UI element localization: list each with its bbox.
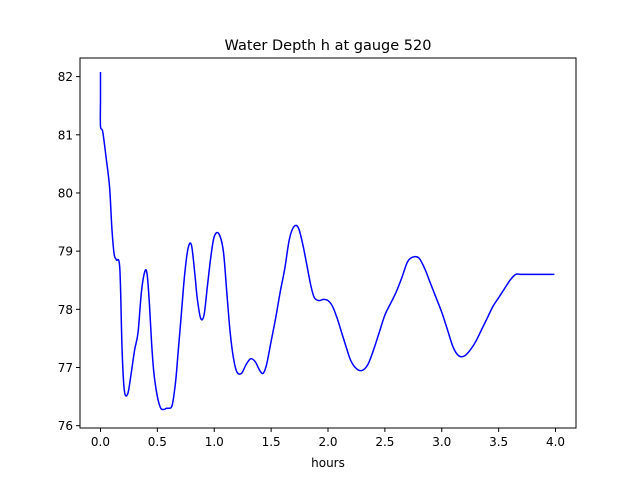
- x-tick-label: 2.0: [318, 435, 337, 449]
- x-tick-label: 1.5: [262, 435, 281, 449]
- y-tick-label: 82: [58, 70, 73, 84]
- x-tick-label: 3.0: [432, 435, 451, 449]
- series-line: [99, 71, 555, 411]
- y-axis: 76 77 78 79 80 81 82: [58, 70, 80, 433]
- y-tick-label: 81: [58, 128, 73, 142]
- x-tick-label: 0.0: [91, 435, 110, 449]
- x-axis: 0.0 0.5 1.0 1.5 2.0 2.5 3.0 3.5 4.0: [91, 428, 565, 449]
- x-tick-label: 0.5: [148, 435, 167, 449]
- x-tick-label: 4.0: [546, 435, 565, 449]
- x-axis-label: hours: [311, 456, 345, 470]
- y-tick-label: 78: [58, 303, 73, 317]
- x-tick-label: 3.5: [489, 435, 508, 449]
- y-tick-label: 77: [58, 361, 73, 375]
- y-tick-label: 79: [58, 245, 73, 259]
- y-tick-label: 80: [58, 186, 73, 200]
- chart-title: Water Depth h at gauge 520: [225, 38, 432, 54]
- x-tick-label: 1.0: [205, 435, 224, 449]
- y-tick-label: 76: [58, 419, 73, 433]
- x-tick-label: 2.5: [375, 435, 394, 449]
